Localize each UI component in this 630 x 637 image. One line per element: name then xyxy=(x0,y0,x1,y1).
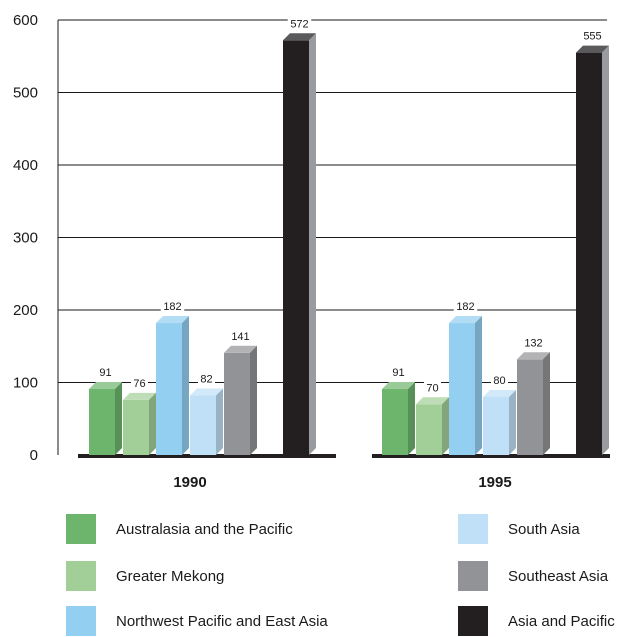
baseline-1990 xyxy=(78,454,336,458)
value-label: 91 xyxy=(392,367,404,379)
bar-side-1995-3 xyxy=(509,390,516,455)
legend-item-greater-mekong: Greater Mekong xyxy=(66,560,224,592)
bar-1995-4 xyxy=(517,359,543,455)
bar-1990-2 xyxy=(156,323,182,455)
legend-swatch-asia-and-pacific xyxy=(458,606,488,636)
legend-item-northwest-pacific: Northwest Pacific and East Asia xyxy=(66,605,328,637)
x-category-label: 1995 xyxy=(478,474,511,491)
bar-top-1995-0 xyxy=(382,382,415,390)
legend-label-greater-mekong: Greater Mekong xyxy=(116,567,225,585)
legend-item-asia-and-pacific: Asia and Pacific xyxy=(458,605,615,637)
bar-top-1990-0 xyxy=(89,382,122,390)
y-tick-label: 500 xyxy=(13,85,38,102)
legend-item-south-asia: South Asia xyxy=(458,513,580,545)
bar-side-1990-2 xyxy=(182,316,189,455)
bar-side-1990-5 xyxy=(309,33,316,456)
legend-label-asia-and-pacific: Asia and Pacific xyxy=(508,612,615,630)
bar-top-1995-5 xyxy=(576,45,609,53)
x-category-label: 1990 xyxy=(173,474,206,491)
bar-top-1990-3 xyxy=(190,388,223,396)
value-label: 182 xyxy=(163,301,181,313)
bar-chart: 0 100 200 300 400 500 600 91 76 182 82 141 572 1990 91… xyxy=(13,12,610,491)
value-label: 132 xyxy=(524,337,542,349)
bar-1990-1 xyxy=(123,399,149,455)
baseline-1995 xyxy=(372,454,610,458)
bar-side-1995-0 xyxy=(408,382,415,455)
bar-1990-4 xyxy=(224,352,250,455)
bar-top-1995-4 xyxy=(517,352,550,360)
bar-1990-5 xyxy=(283,40,309,456)
bar-side-1990-1 xyxy=(149,392,156,455)
bar-side-1990-0 xyxy=(115,382,122,455)
value-label: 182 xyxy=(456,301,474,313)
value-label: 76 xyxy=(133,378,145,390)
value-label: 141 xyxy=(231,331,249,343)
bar-side-1995-5 xyxy=(602,45,609,455)
bar-top-1990-1 xyxy=(123,392,156,400)
value-label: 91 xyxy=(99,367,111,379)
y-tick-label: 200 xyxy=(13,302,38,319)
y-tick-label: 100 xyxy=(13,375,38,392)
bar-top-1990-5 xyxy=(283,33,316,41)
legend-item-australasia: Australasia and the Pacific xyxy=(66,513,293,545)
bar-side-1990-4 xyxy=(250,345,257,455)
value-label: 555 xyxy=(583,31,601,43)
y-tick-label: 600 xyxy=(13,12,38,29)
value-label: 82 xyxy=(200,374,212,386)
legend-label-australasia: Australasia and the Pacific xyxy=(116,520,293,538)
bar-1995-3 xyxy=(483,397,509,455)
value-label: 80 xyxy=(493,375,505,387)
legend-swatch-greater-mekong xyxy=(66,561,96,591)
bar-side-1990-3 xyxy=(216,388,223,455)
bar-top-1990-2 xyxy=(156,316,189,324)
bar-1995-2 xyxy=(449,323,475,455)
y-tick-label: 400 xyxy=(13,157,38,174)
y-tick-label: 0 xyxy=(30,447,38,464)
legend-swatch-northwest-pacific xyxy=(66,606,96,636)
bar-side-1995-2 xyxy=(475,316,482,455)
legend-swatch-australasia xyxy=(66,514,96,544)
bar-1990-0 xyxy=(89,389,115,455)
legend-swatch-south-asia xyxy=(458,514,488,544)
bar-top-1995-1 xyxy=(416,397,449,405)
bar-top-1995-2 xyxy=(449,316,482,324)
bar-top-1990-4 xyxy=(224,345,257,353)
legend-swatch-southeast-asia xyxy=(458,561,488,591)
bar-1995-1 xyxy=(416,404,442,455)
legend: Australasia and the Pacific Greater Meko… xyxy=(0,505,630,636)
legend-label-south-asia: South Asia xyxy=(508,520,580,538)
bar-1995-5 xyxy=(576,52,602,455)
value-label: 70 xyxy=(426,382,438,394)
bar-1995-0 xyxy=(382,389,408,455)
legend-label-southeast-asia: Southeast Asia xyxy=(508,567,609,585)
bar-top-1995-3 xyxy=(483,390,516,397)
bar-1990-3 xyxy=(190,395,216,455)
bar-side-1995-4 xyxy=(543,352,550,455)
y-tick-label: 300 xyxy=(13,230,38,247)
legend-label-northwest-pacific: Northwest Pacific and East Asia xyxy=(116,612,328,630)
bar-side-1995-1 xyxy=(442,397,449,455)
value-label: 572 xyxy=(290,18,308,30)
legend-item-southeast-asia: Southeast Asia xyxy=(458,560,608,592)
